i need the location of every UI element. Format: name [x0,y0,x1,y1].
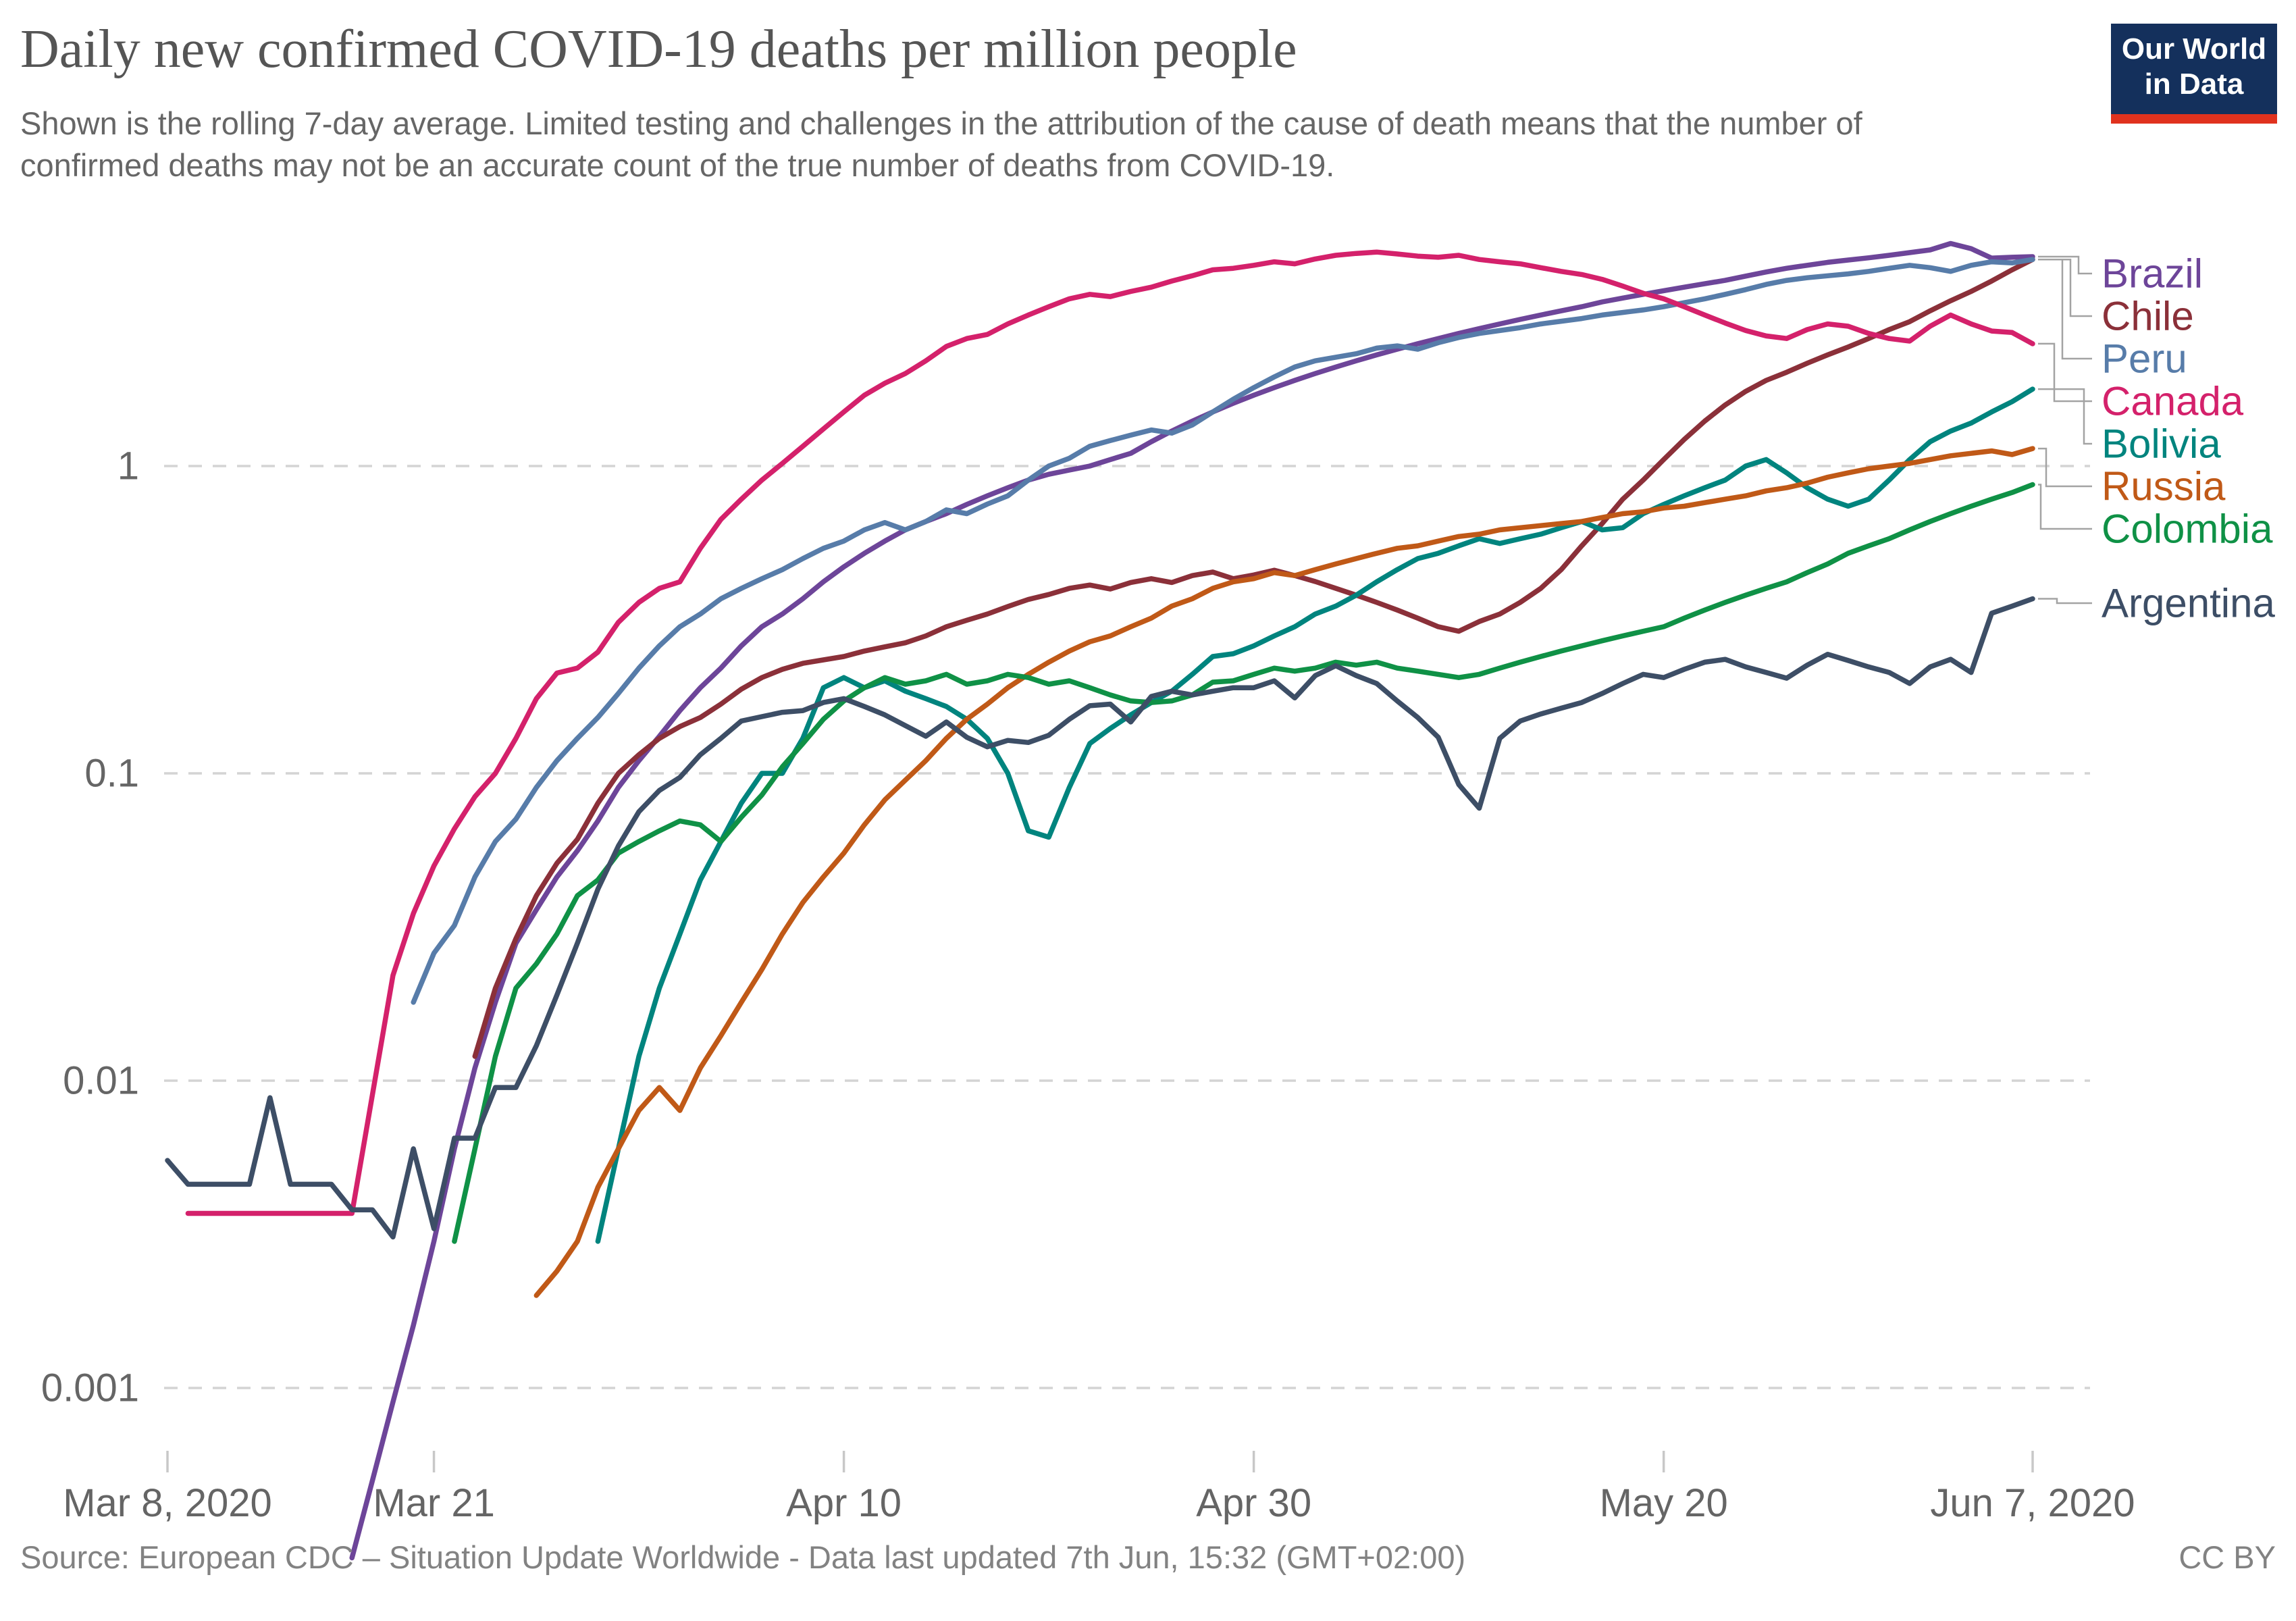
legend-leader-chile [2038,258,2092,317]
legend-leader-argentina [2038,598,2092,604]
legend-label-colombia[interactable]: Colombia [2102,507,2273,552]
x-axis-label-May 20: May 20 [1600,1481,1728,1525]
series-line-russia [533,446,2035,1298]
x-axis-label-Apr 10: Apr 10 [786,1481,902,1525]
series-line-canada [185,249,2035,1216]
legend-leader-peru [2038,258,2092,360]
y-axis-label-0.001: 0.001 [41,1366,139,1410]
legend-label-russia[interactable]: Russia [2102,464,2226,509]
x-axis-label-Apr 30: Apr 30 [1196,1481,1311,1525]
legend-label-canada[interactable]: Canada [2102,379,2244,424]
y-axis-label-1: 1 [118,444,139,488]
legend-label-peru[interactable]: Peru [2102,336,2187,382]
legend-leader-canada [2038,342,2092,403]
legend-leader-colombia [2038,484,2092,530]
chart-subtitle: Shown is the rolling 7-day average. Limi… [20,105,1862,183]
series-line-peru [411,257,2035,1005]
legend-leader-bolivia [2038,388,2092,445]
legend-leader-russia [2038,447,2092,488]
legend-label-bolivia[interactable]: Bolivia [2102,421,2221,467]
legend-label-brazil[interactable]: Brazil [2102,251,2203,297]
series-line-bolivia [595,386,2035,1244]
y-axis-label-0.01: 0.01 [63,1059,139,1103]
series-line-argentina [165,596,2035,1240]
y-axis-label-0.1: 0.1 [84,752,139,796]
legend-label-chile[interactable]: Chile [2102,294,2194,339]
x-axis-label-Mar 21: Mar 21 [373,1481,495,1525]
x-axis-label-Mar 8, 2020: Mar 8, 2020 [63,1481,272,1525]
x-axis-label-Jun 7, 2020: Jun 7, 2020 [1930,1481,2135,1525]
legend-label-argentina[interactable]: Argentina [2102,581,2275,626]
owid-logo-line1: Our World [2121,32,2267,66]
owid-logo: Our World in Data [2111,24,2277,124]
page-title: Daily new confirmed COVID-19 deaths per … [20,20,1297,79]
owid-logo-line2: in Data [2144,68,2244,101]
series-line-brazil [349,240,2035,1561]
legend-leader-brazil [2038,255,2092,275]
chart-footer: Source: European CDC – Situation Update … [20,1539,2276,1576]
series-line-chile [472,257,2035,1059]
source-note: Source: European CDC – Situation Update … [20,1539,1466,1575]
license-badge[interactable]: CC BY [2178,1539,2276,1575]
series-line-colombia [452,482,2035,1244]
